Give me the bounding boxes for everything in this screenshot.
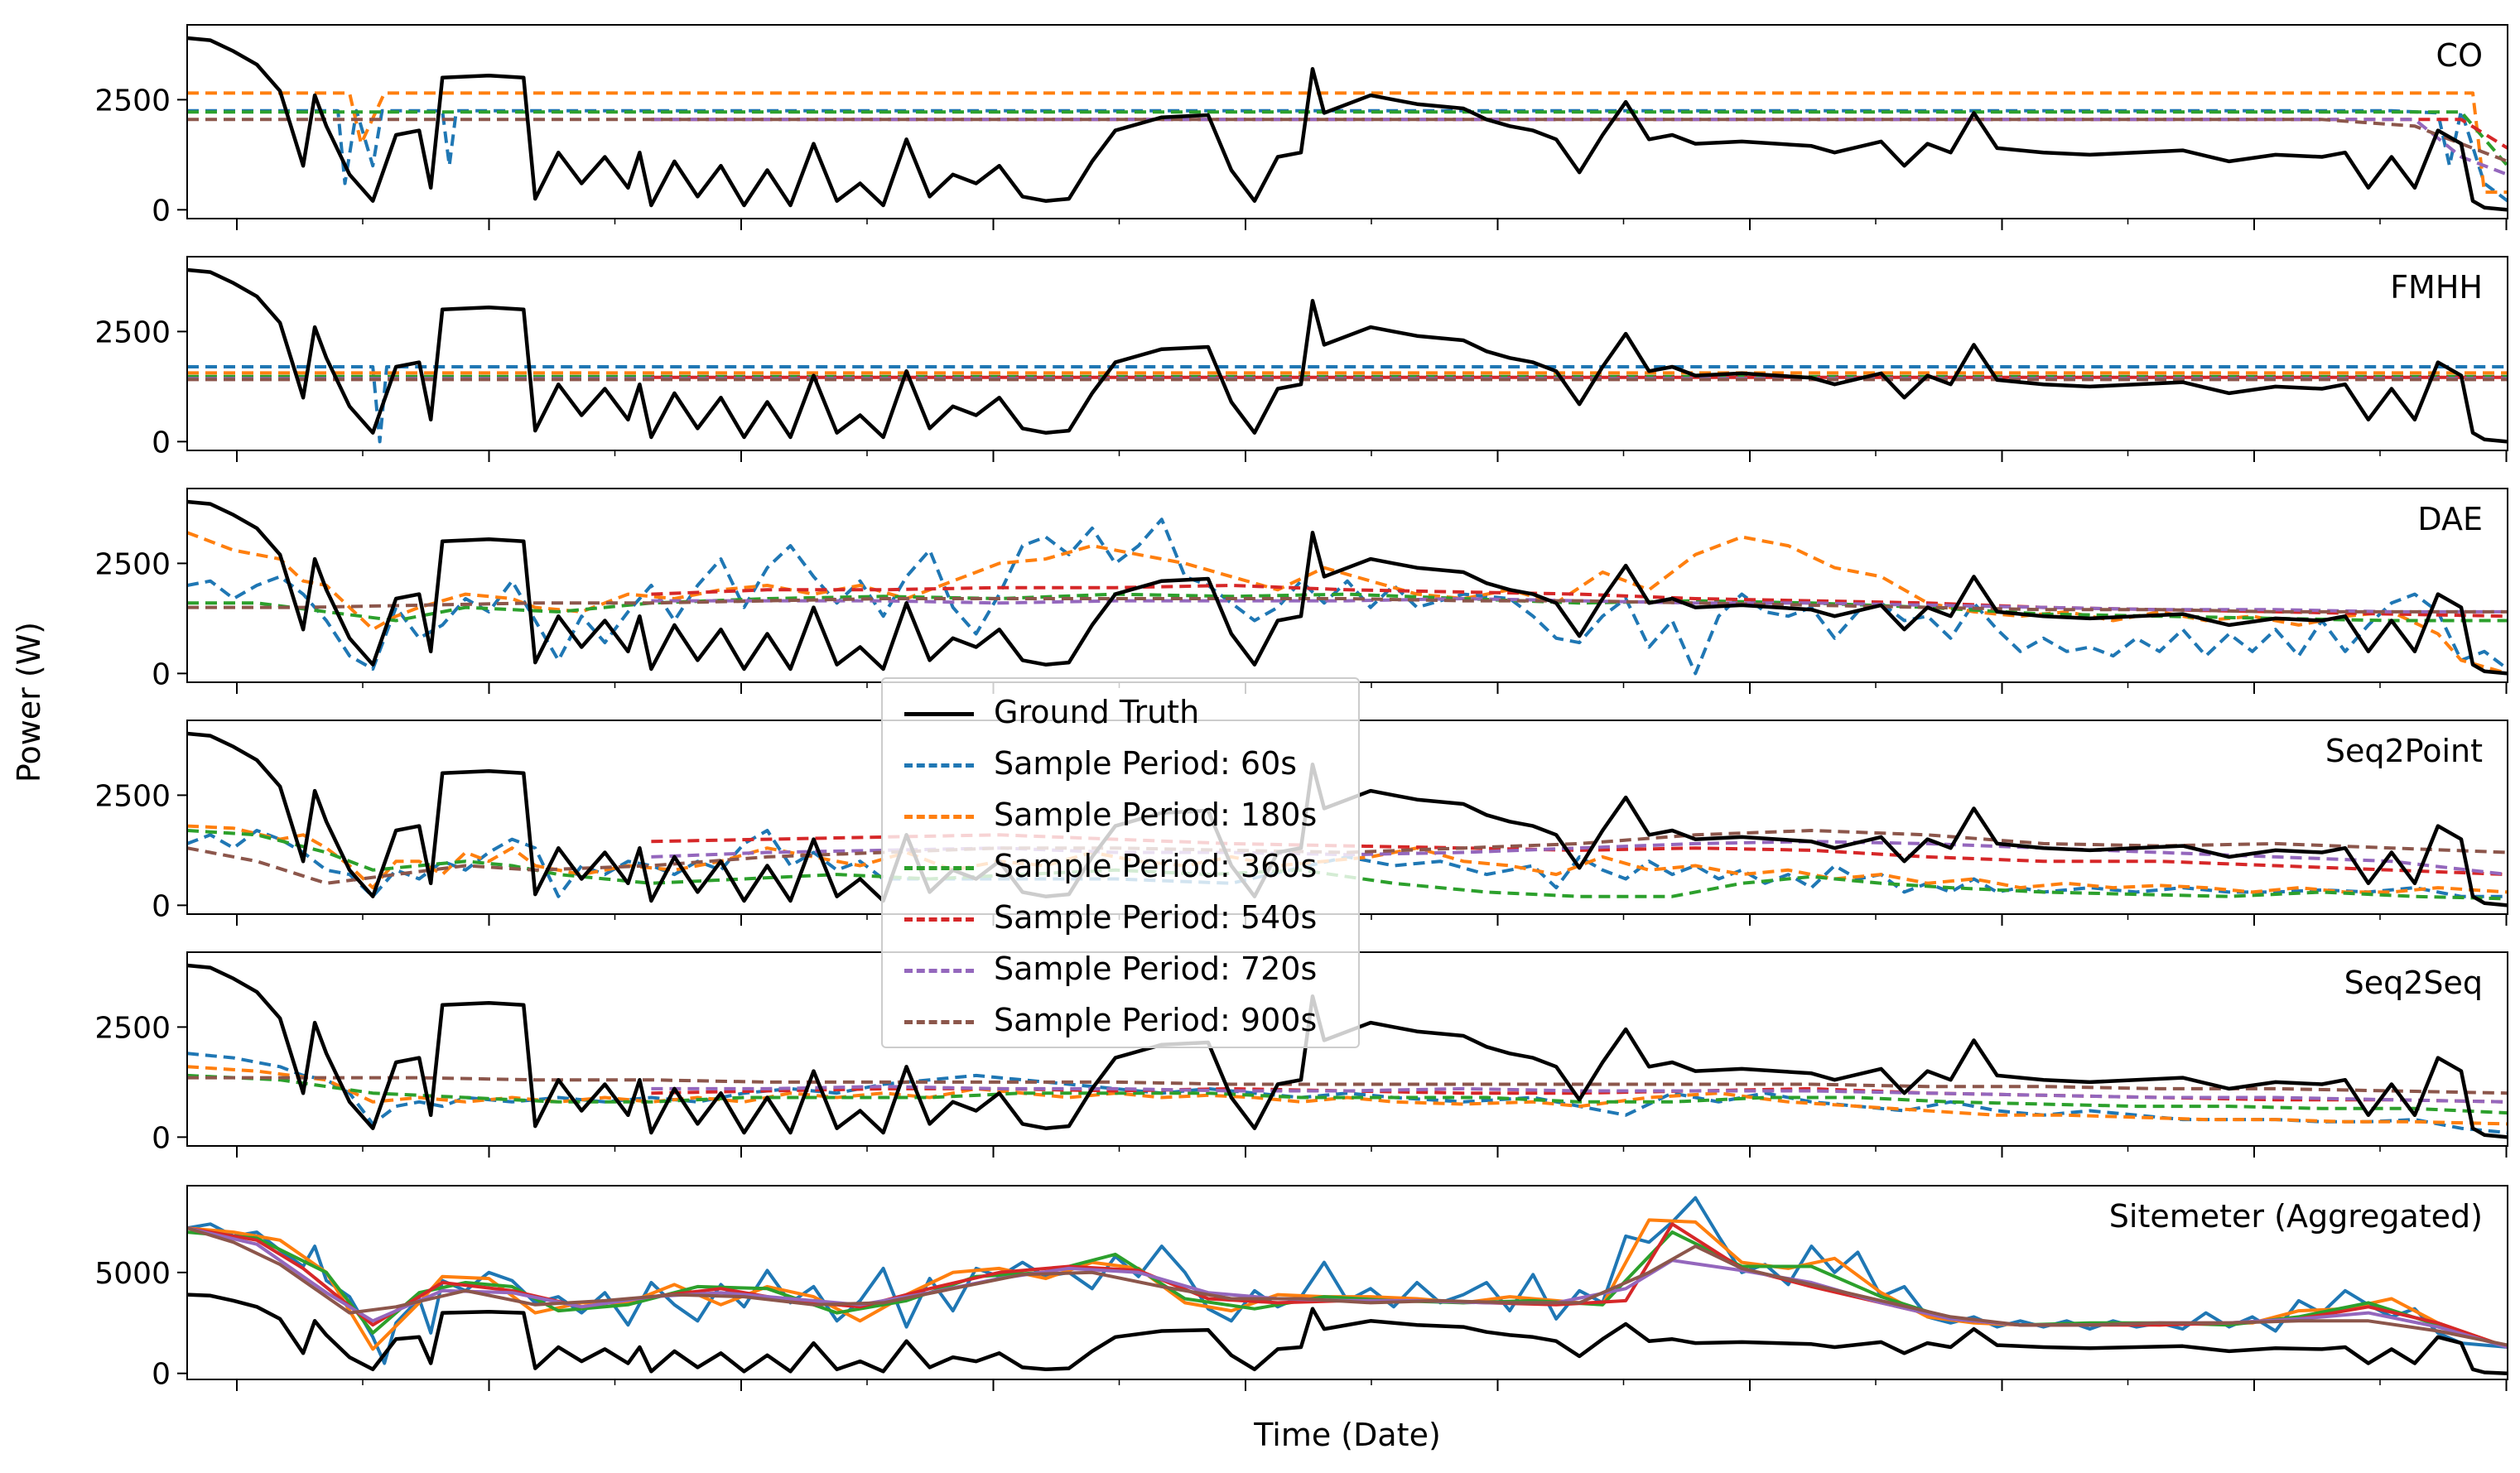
- y-tick-label: 2500: [94, 315, 171, 349]
- legend: Ground Truth Sample Period: 60s Sample P…: [881, 677, 1360, 1048]
- ground-truth-line-dae: [187, 499, 2508, 676]
- panel-title-seq2point: Seq2Point: [2325, 733, 2483, 769]
- series-line-co-sample-period-360s: [187, 110, 2508, 167]
- series-line-sitemeter-aggregated-sample-period-360s: [187, 1230, 2508, 1349]
- panel-frame-fmhh: [186, 256, 2508, 451]
- series-line-co-sample-period-180s: [187, 91, 2508, 195]
- legend-item-360s: Sample Period: 360s: [883, 841, 1358, 893]
- panel-title-fmhh: FMHH: [2390, 269, 2483, 306]
- legend-item-60s: Sample Period: 60s: [883, 739, 1358, 790]
- series-line-seq2point-sample-period-180s: [187, 824, 2508, 894]
- panel-frame-sitemeter-aggregated: [186, 1185, 2508, 1380]
- series-line-co-sample-period-720s: [651, 118, 2508, 176]
- y-tick-label: 0: [152, 657, 171, 691]
- legend-item-ground-truth: Ground Truth: [883, 687, 1358, 739]
- series-line-sitemeter-aggregated-sample-period-900s: [187, 1226, 2508, 1347]
- legend-item-900s: Sample Period: 900s: [883, 995, 1358, 1047]
- series-line-dae-sample-period-360s: [187, 592, 2508, 623]
- series-line-seq2seq-sample-period-900s: [187, 1076, 2508, 1095]
- legend-item-540s: Sample Period: 540s: [883, 893, 1358, 944]
- y-tick-label: 0: [152, 194, 171, 228]
- legend-line-360s: [904, 866, 974, 870]
- legend-item-180s: Sample Period: 180s: [883, 790, 1358, 841]
- panel-title-dae: DAE: [2417, 501, 2483, 537]
- panel-frame-co: [186, 24, 2508, 219]
- y-tick-label: 0: [152, 1121, 171, 1155]
- y-axis-label: Power (W): [11, 622, 47, 782]
- y-tick-label: 2500: [94, 1011, 171, 1045]
- legend-label: Sample Period: 900s: [994, 1002, 1318, 1038]
- ground-truth-line-sitemeter-aggregated: [187, 1292, 2508, 1375]
- legend-label: Sample Period: 360s: [994, 848, 1318, 884]
- series-line-seq2point-sample-period-900s: [187, 829, 2508, 885]
- legend-line-180s: [904, 815, 974, 819]
- ground-truth-line-fmhh: [187, 267, 2508, 444]
- legend-line-540s: [904, 917, 974, 922]
- series-line-fmhh-sample-period-60s: [187, 365, 2508, 444]
- y-tick-label: 5000: [94, 1257, 171, 1291]
- x-axis-label: Time (Date): [1253, 1417, 1441, 1453]
- series-line-dae-sample-period-60s: [187, 517, 2508, 676]
- y-tick-label: 0: [152, 889, 171, 923]
- y-tick-label: 0: [152, 426, 171, 460]
- legend-label: Sample Period: 180s: [994, 797, 1318, 833]
- legend-label: Sample Period: 540s: [994, 899, 1318, 936]
- legend-item-720s: Sample Period: 720s: [883, 944, 1358, 995]
- legend-label: Sample Period: 720s: [994, 951, 1318, 987]
- series-line-dae-sample-period-900s: [187, 597, 2508, 614]
- panel-title-seq2seq: Seq2Seq: [2344, 965, 2483, 1001]
- series-line-sitemeter-aggregated-sample-period-540s: [187, 1222, 2508, 1349]
- series-line-co-sample-period-60s: [187, 108, 2508, 203]
- y-tick-label: 2500: [94, 84, 171, 118]
- series-line-co-sample-period-900s: [187, 118, 2508, 163]
- legend-line-ground-truth: [904, 712, 974, 716]
- y-tick-label: 2500: [94, 547, 171, 581]
- series-line-sitemeter-aggregated-sample-period-720s: [187, 1226, 2508, 1349]
- series-line-co-sample-period-540s: [651, 118, 2508, 150]
- panel-title-co: CO: [2436, 37, 2483, 74]
- series-line-dae-sample-period-180s: [187, 531, 2508, 676]
- y-tick-label: 2500: [94, 779, 171, 813]
- legend-line-720s: [904, 969, 974, 973]
- panel-title-sitemeter-aggregated: Sitemeter (Aggregated): [2109, 1198, 2483, 1235]
- ground-truth-line-co: [187, 36, 2508, 212]
- series-line-seq2seq-sample-period-60s: [187, 1052, 2508, 1134]
- series-line-sitemeter-aggregated-sample-period-180s: [187, 1218, 2508, 1351]
- legend-label: Sample Period: 60s: [994, 745, 1298, 782]
- legend-line-900s: [904, 1020, 974, 1024]
- y-tick-label: 0: [152, 1358, 171, 1392]
- ground-truth-line-seq2seq: [187, 963, 2508, 1139]
- legend-line-60s: [904, 763, 974, 768]
- legend-label: Ground Truth: [994, 694, 1200, 730]
